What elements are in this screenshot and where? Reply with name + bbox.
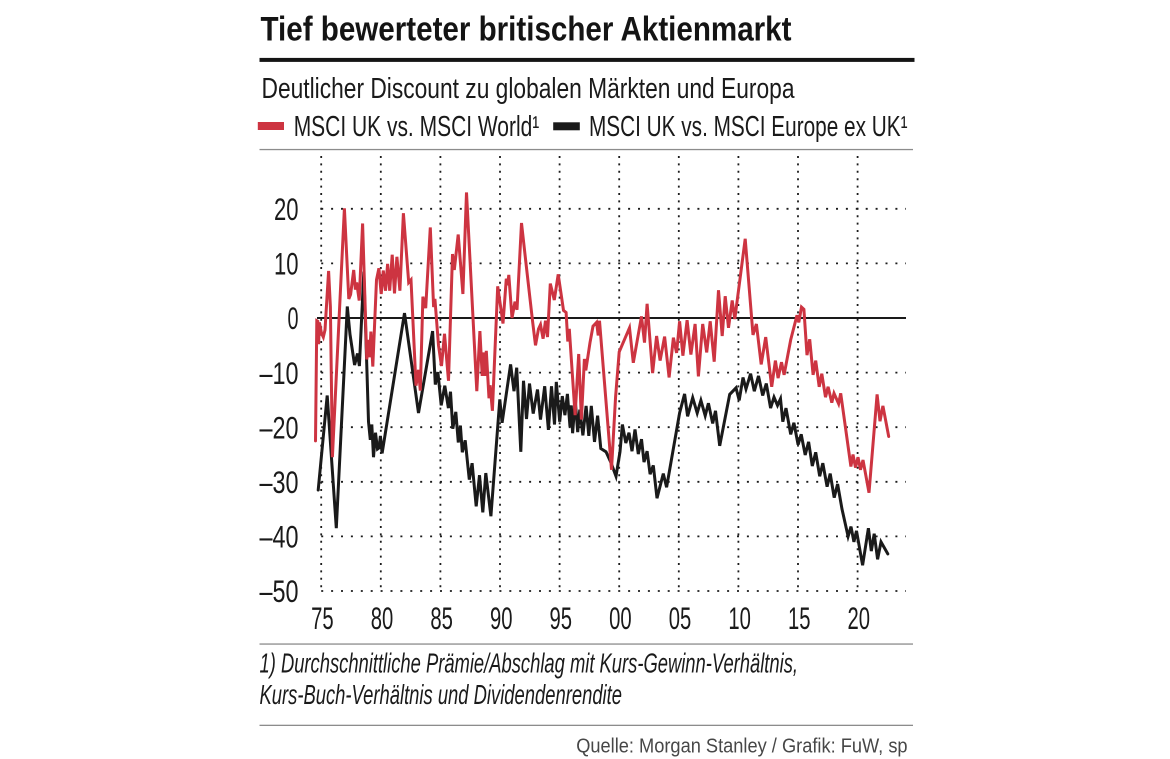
svg-text:10: 10 [728,600,751,636]
svg-text:85: 85 [430,600,453,636]
svg-text:–10: –10 [260,355,299,391]
svg-text:MSCI UK vs. MSCI World¹: MSCI UK vs. MSCI World¹ [294,111,540,143]
svg-text:MSCI UK vs. MSCI Europe ex UK¹: MSCI UK vs. MSCI Europe ex UK¹ [589,111,908,143]
svg-text:00: 00 [609,600,632,636]
svg-text:Deutlicher Discount zu globale: Deutlicher Discount zu globalen Märkten … [262,73,795,105]
svg-text:20: 20 [274,191,299,227]
svg-text:Quelle: Morgan Stanley / Grafi: Quelle: Morgan Stanley / Grafik: FuW, sp [576,735,907,758]
svg-text:20: 20 [848,600,871,636]
svg-text:80: 80 [371,600,394,636]
svg-text:0: 0 [288,300,299,336]
svg-text:15: 15 [788,600,811,636]
svg-text:75: 75 [311,600,334,636]
svg-text:95: 95 [550,600,573,636]
svg-text:10: 10 [274,246,299,282]
svg-text:–30: –30 [260,464,299,500]
svg-text:–40: –40 [260,519,299,555]
svg-text:–50: –50 [260,573,299,609]
svg-text:90: 90 [490,600,513,636]
svg-text:Tief bewerteter britischer Akt: Tief bewerteter britischer Aktienmarkt [261,11,792,49]
svg-text:–20: –20 [260,409,299,445]
svg-text:Kurs-Buch-Verhältnis und Divid: Kurs-Buch-Verhältnis und Dividendenrendi… [260,679,623,710]
svg-text:05: 05 [669,600,692,636]
svg-text:1) Durchschnittliche Prämie/Ab: 1) Durchschnittliche Prämie/Abschlag mit… [260,647,799,678]
